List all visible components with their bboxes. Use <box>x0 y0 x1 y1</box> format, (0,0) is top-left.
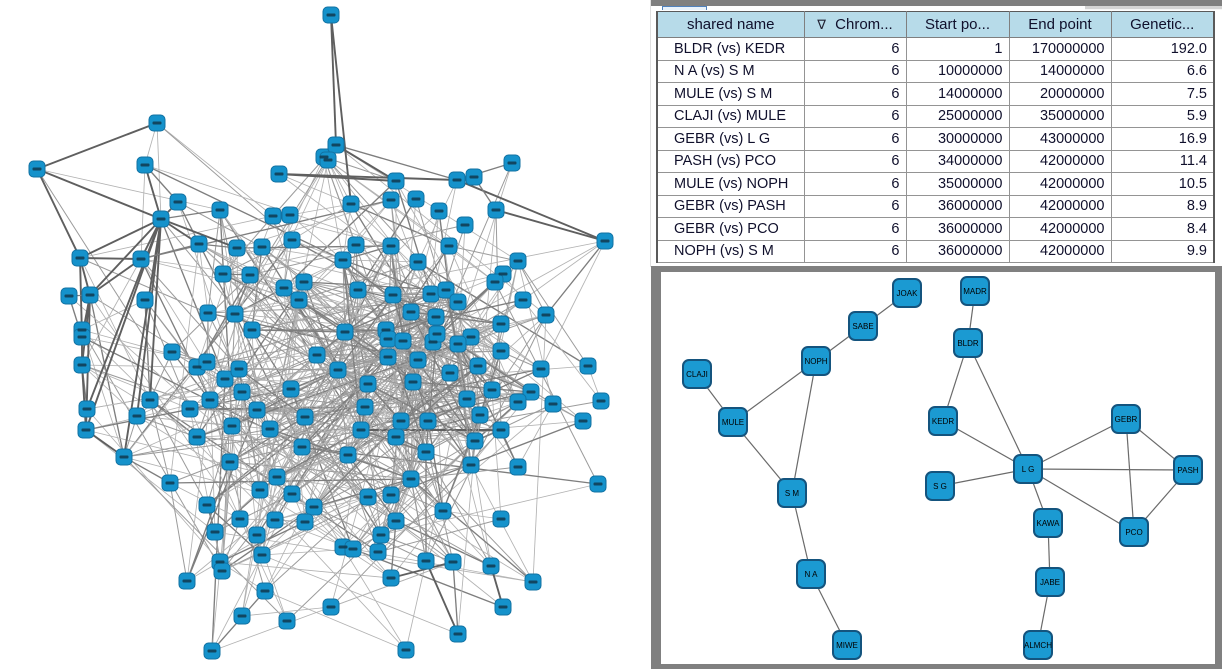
svg-text:BLDR: BLDR <box>957 339 979 348</box>
svg-text:SABE: SABE <box>852 322 873 331</box>
svg-text:ALMCH: ALMCH <box>1024 641 1052 650</box>
svg-text:MIWE: MIWE <box>836 641 858 650</box>
svg-text:MADR: MADR <box>963 287 987 296</box>
svg-text:MULE: MULE <box>722 418 744 427</box>
svg-text:PCO: PCO <box>1125 528 1142 537</box>
svg-text:KAWA: KAWA <box>1037 519 1061 528</box>
svg-text:S G: S G <box>933 482 947 491</box>
svg-text:CLAJI: CLAJI <box>686 370 708 379</box>
svg-text:PASH: PASH <box>1177 466 1198 475</box>
svg-text:NOPH: NOPH <box>804 357 827 366</box>
svg-text:N A: N A <box>805 570 819 579</box>
svg-text:S M: S M <box>785 489 800 498</box>
svg-text:JOAK: JOAK <box>897 289 919 298</box>
svg-text:L G: L G <box>1022 465 1035 474</box>
svg-text:KEDR: KEDR <box>932 417 954 426</box>
svg-text:JABE: JABE <box>1040 578 1060 587</box>
svg-text:GEBR: GEBR <box>1115 415 1138 424</box>
